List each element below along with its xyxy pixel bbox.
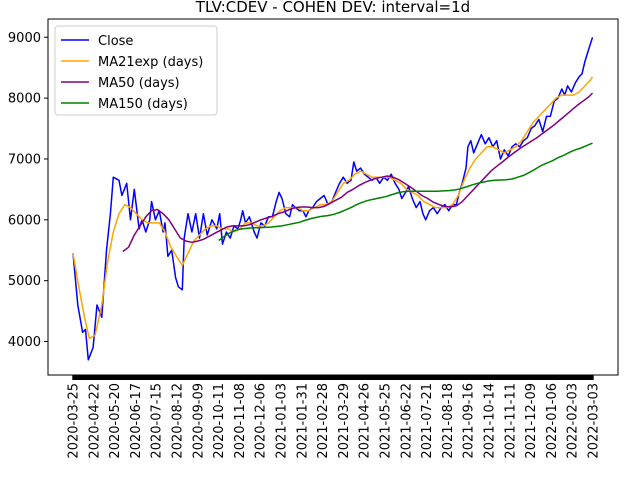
x-tick-label: 2020-07-15 bbox=[150, 383, 165, 459]
x-tick-label: 2021-10-14 bbox=[483, 383, 498, 459]
x-tick-label: 2020-06-17 bbox=[129, 383, 144, 459]
series-line-close bbox=[72, 37, 594, 361]
series-line-ma150-days bbox=[218, 142, 593, 242]
y-tick-label: 6000 bbox=[8, 213, 41, 228]
x-tick-label: 2020-05-20 bbox=[108, 383, 123, 459]
y-axis: 4000 5000 6000 7000 8000 9000 bbox=[8, 31, 48, 350]
x-tick-label: 2021-05-25 bbox=[379, 383, 394, 459]
x-tick-label: 2021-04-26 bbox=[358, 383, 373, 459]
legend-label: Close bbox=[98, 34, 133, 49]
x-tick-label: 2021-12-09 bbox=[524, 383, 539, 459]
chart-title: TLV:CDEV - COHEN DEV: interval=1d bbox=[195, 0, 470, 16]
x-tick-label: 2020-11-08 bbox=[233, 383, 248, 459]
y-tick-label: 4000 bbox=[8, 335, 41, 350]
x-tick-label: 2021-01-31 bbox=[295, 383, 310, 459]
legend-label: MA21exp (days) bbox=[98, 55, 203, 70]
x-tick-label: 2021-03-29 bbox=[337, 383, 352, 459]
series-line-ma50-days bbox=[122, 92, 594, 253]
x-tick-label: 2022-03-03 bbox=[587, 383, 602, 459]
y-tick-label: 5000 bbox=[8, 274, 41, 289]
series-line-ma21exp-days bbox=[72, 76, 594, 340]
x-tick-label: 2020-09-09 bbox=[191, 383, 206, 459]
x-tick-label: 2021-06-22 bbox=[399, 383, 414, 459]
x-tick-label: 2021-01-03 bbox=[275, 383, 290, 459]
plot-frame bbox=[47, 18, 619, 376]
x-tick-label: 2022-01-06 bbox=[545, 383, 560, 459]
x-tick-label: 2021-09-16 bbox=[462, 383, 477, 459]
x-tick-label: 2020-04-22 bbox=[87, 383, 102, 459]
x-tick-label: 2021-07-21 bbox=[420, 383, 435, 459]
y-tick-label: 9000 bbox=[8, 31, 41, 46]
legend-label: MA50 (days) bbox=[98, 76, 180, 91]
x-tick-label: 2022-02-03 bbox=[566, 383, 581, 459]
y-tick-label: 8000 bbox=[8, 92, 41, 107]
x-tick-label: 2021-08-18 bbox=[441, 383, 456, 459]
legend-box bbox=[54, 25, 218, 116]
x-tick-label: 2021-11-11 bbox=[503, 383, 518, 459]
y-tick-label: 7000 bbox=[8, 152, 41, 167]
x-tick-label: 2020-08-12 bbox=[171, 383, 186, 459]
x-tick-label: 2020-03-25 bbox=[67, 383, 82, 459]
x-tick-label: 2020-10-11 bbox=[212, 383, 227, 459]
x-tick-label: 2020-12-06 bbox=[254, 383, 269, 459]
legend-label: MA150 (days) bbox=[98, 97, 188, 112]
legend: Close MA21exp (days) MA50 (days) MA150 (day… bbox=[54, 25, 218, 116]
x-axis: 2020-03-25 2020-04-22 2020-05-20 2020-06-17… bbox=[67, 375, 602, 459]
x-tick-band bbox=[72, 375, 594, 380]
plot-area bbox=[72, 37, 594, 361]
x-tick-label: 2021-02-28 bbox=[316, 383, 331, 459]
